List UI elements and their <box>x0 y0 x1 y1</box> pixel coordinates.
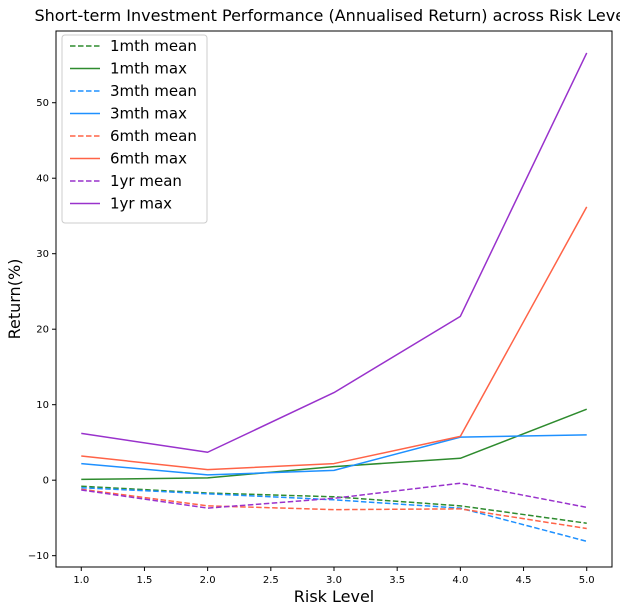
y-tick-label: −10 <box>28 551 49 562</box>
legend-label: 3mth max <box>110 105 187 123</box>
legend-label: 6mth max <box>110 150 187 168</box>
series-line-1mth-max <box>81 408 588 481</box>
legend-label: 1mth mean <box>110 37 197 55</box>
x-tick-label: 4.0 <box>452 575 468 586</box>
series-line-6mth-max <box>81 206 588 471</box>
y-tick-label: 10 <box>36 400 49 411</box>
legend-label: 3mth mean <box>110 82 197 100</box>
legend-label: 6mth mean <box>110 127 197 145</box>
series-line-1yr-mean <box>81 482 587 509</box>
legend: 1mth mean 1mth max 3mth mean 3mth max 6mth m… <box>61 34 208 224</box>
x-axis-ticks: 1.0 1.5 2.0 2.5 3.0 3.5 4.0 4.5 5.0 <box>73 567 595 586</box>
series-line-3mth-max <box>81 434 587 476</box>
x-tick-label: 2.0 <box>200 575 216 586</box>
series-line-1yr-max <box>81 52 588 453</box>
x-axis-label: Risk Level <box>294 587 374 606</box>
y-tick-label: 20 <box>36 325 49 336</box>
series-line-1mth-mean <box>81 485 587 524</box>
legend-label: 1yr max <box>110 195 172 213</box>
series-layer <box>81 52 588 543</box>
x-tick-label: 1.0 <box>73 575 89 586</box>
series-line-6mth-mean <box>81 488 587 530</box>
legend-box <box>61 34 208 224</box>
legend-label: 1yr mean <box>110 172 182 190</box>
x-tick-label: 1.5 <box>137 575 153 586</box>
y-tick-label: 0 <box>43 476 49 487</box>
y-axis-ticks: −10 0 10 20 30 40 50 <box>28 98 56 562</box>
x-tick-label: 5.0 <box>579 575 595 586</box>
x-tick-label: 2.5 <box>263 575 279 586</box>
legend-label: 1mth max <box>110 60 187 78</box>
y-tick-label: 40 <box>36 174 49 185</box>
x-tick-label: 4.5 <box>516 575 532 586</box>
y-tick-label: 50 <box>36 98 49 109</box>
y-tick-label: 30 <box>36 249 49 260</box>
y-axis-label: Return(%) <box>5 259 24 340</box>
x-tick-label: 3.5 <box>389 575 405 586</box>
chart-title: Short-term Investment Performance (Annua… <box>35 6 620 25</box>
x-tick-label: 3.0 <box>326 575 342 586</box>
series-line-3mth-mean <box>81 486 587 543</box>
